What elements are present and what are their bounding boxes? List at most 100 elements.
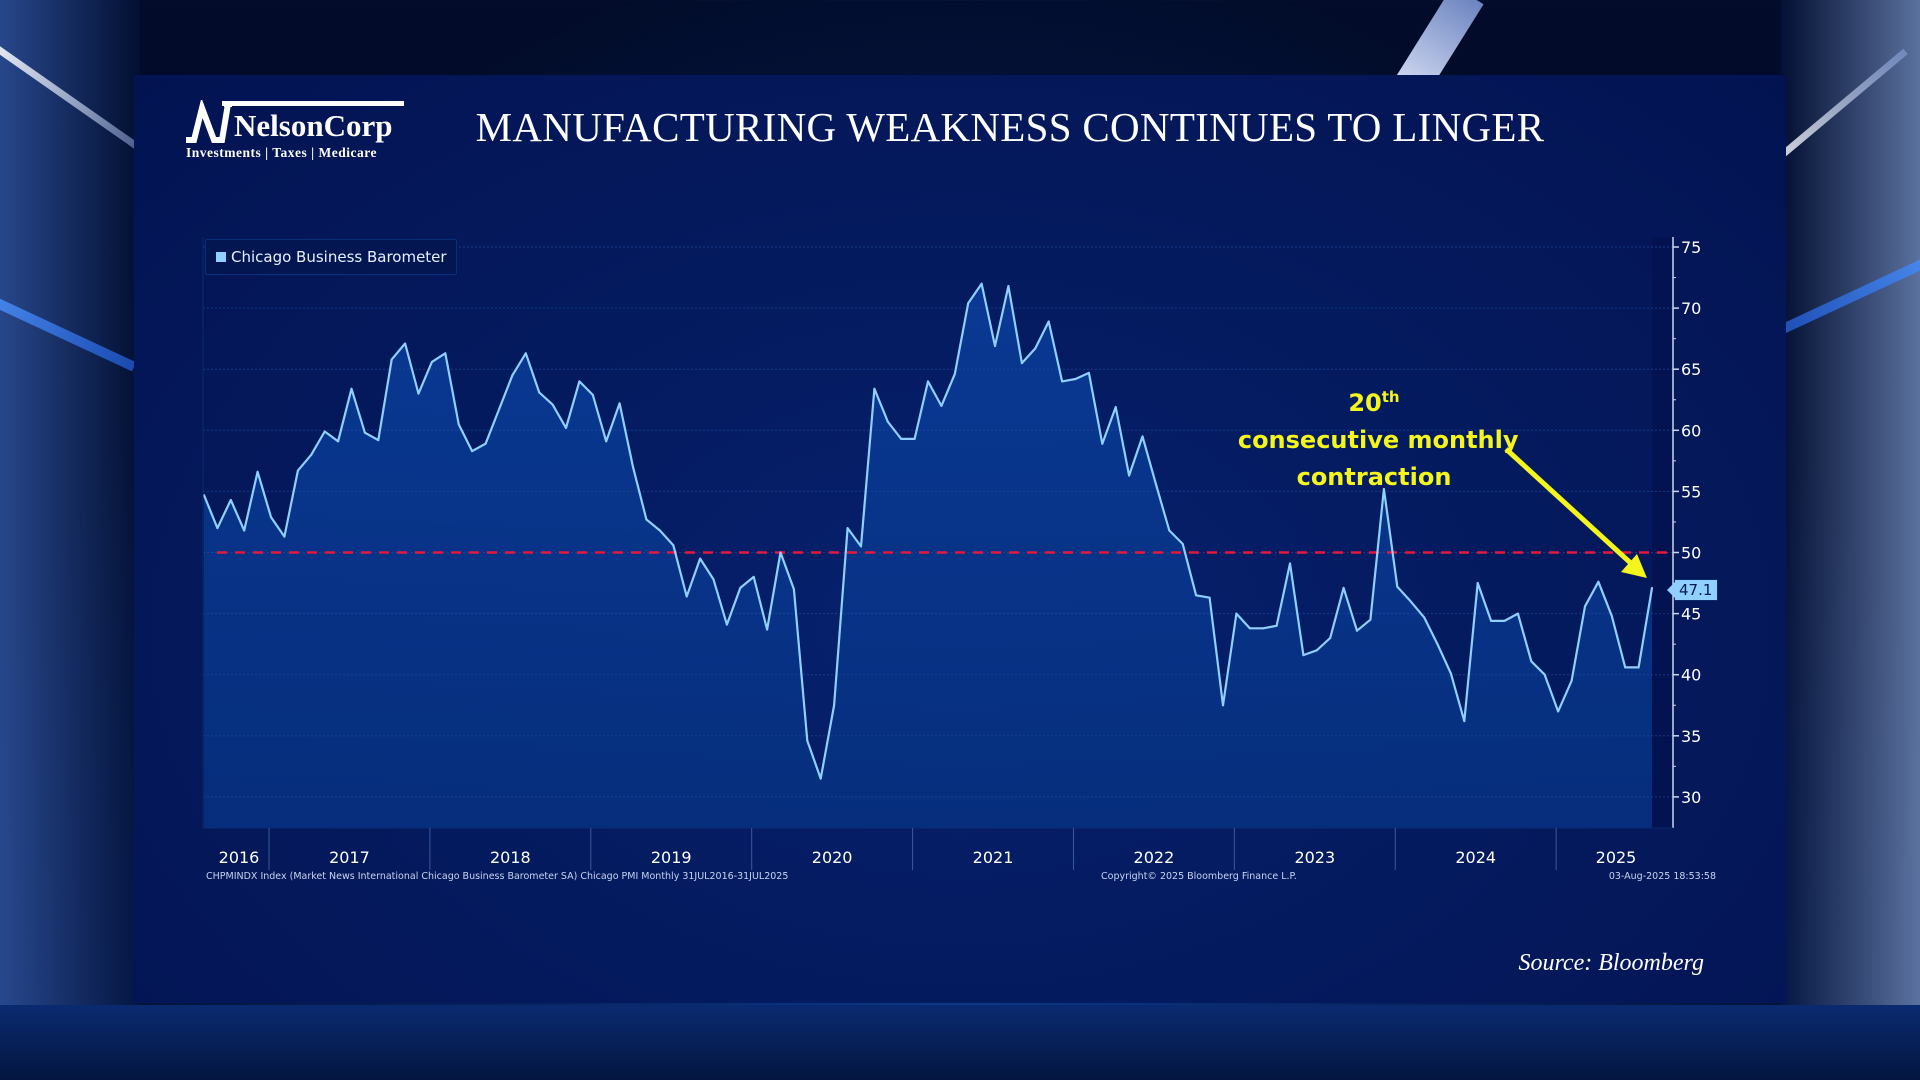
data-point — [1168, 529, 1171, 532]
data-point — [1061, 380, 1064, 383]
data-point — [1141, 435, 1144, 438]
data-point — [725, 623, 728, 626]
data-point — [283, 535, 286, 538]
legend-label: Chicago Business Barometer — [231, 248, 447, 266]
y-tick-label: 45 — [1681, 605, 1701, 624]
data-point — [1087, 371, 1090, 374]
plot-right-strip — [1652, 237, 1673, 828]
data-point — [538, 391, 541, 394]
data-point — [1557, 710, 1560, 713]
data-point — [1315, 649, 1318, 652]
data-point — [1409, 600, 1412, 603]
data-point — [940, 404, 943, 407]
data-point — [498, 408, 500, 411]
data-point — [524, 352, 527, 355]
footer-timestamp: 03-Aug-2025 18:53:58 — [1608, 871, 1716, 882]
data-point — [1007, 285, 1010, 288]
data-point — [471, 450, 474, 453]
left-glow — [0, 0, 140, 1080]
annotation-line1: consecutive monthly — [1229, 426, 1519, 454]
data-point — [1356, 629, 1358, 632]
x-tick-label: 2022 — [1134, 848, 1175, 867]
data-point — [444, 352, 447, 355]
data-point — [967, 302, 970, 305]
data-point — [1637, 666, 1640, 669]
data-point — [1463, 720, 1466, 723]
data-point — [1423, 616, 1426, 619]
data-point — [712, 578, 715, 581]
data-point — [1369, 618, 1372, 621]
data-point — [980, 282, 983, 285]
data-point — [1490, 619, 1493, 622]
data-point — [1222, 704, 1224, 707]
annotation-line2: contraction — [1296, 463, 1452, 491]
data-point — [672, 544, 675, 547]
nelsoncorp-logo: NelsonCorp Investments | Taxes | Medicar… — [184, 100, 404, 170]
data-point — [846, 527, 849, 530]
data-point — [363, 431, 366, 434]
data-point — [1342, 586, 1345, 589]
data-point — [927, 380, 929, 383]
data-point — [1302, 654, 1305, 657]
logo-bar — [222, 101, 404, 106]
data-point — [1570, 679, 1573, 682]
data-point — [1476, 582, 1479, 584]
legend-swatch — [216, 252, 226, 262]
source-note: Source: Bloomberg — [1518, 950, 1704, 976]
data-point — [739, 586, 742, 589]
data-point — [1275, 624, 1278, 627]
data-point — [618, 402, 621, 405]
data-point — [591, 393, 594, 396]
data-point — [1436, 643, 1439, 646]
data-point — [1382, 488, 1385, 490]
y-tick-label: 35 — [1681, 727, 1701, 746]
data-point — [417, 392, 420, 395]
data-point — [1248, 627, 1251, 630]
data-point — [913, 437, 916, 440]
y-tick-label: 70 — [1681, 299, 1701, 318]
data-point — [457, 423, 460, 426]
data-point — [632, 466, 634, 468]
data-point — [1034, 347, 1037, 350]
footer-index-description: CHPMINDX Index (Market News Internationa… — [206, 871, 789, 882]
data-point — [1235, 612, 1238, 615]
annotation-arrow-icon — [1504, 447, 1637, 569]
data-point — [1074, 378, 1077, 380]
x-tick-label: 2025 — [1596, 848, 1637, 867]
data-point — [1114, 406, 1117, 409]
data-point — [1208, 596, 1211, 599]
annotation-arrowhead-icon — [1621, 554, 1647, 578]
annotation-suffix: th — [1381, 388, 1400, 406]
data-point — [792, 588, 795, 591]
chart-annotation: 20th consecutive monthly contraction — [1214, 385, 1534, 496]
x-tick-label: 2017 — [329, 848, 370, 867]
data-point — [578, 380, 581, 383]
series-area — [204, 283, 1652, 828]
page-title: MANUFACTURING WEAKNESS CONTINUES TO LING… — [475, 104, 1545, 150]
data-point — [658, 529, 661, 532]
data-point — [243, 529, 246, 532]
data-point — [994, 345, 996, 347]
data-point — [953, 373, 956, 376]
x-tick-label: 2016 — [219, 848, 260, 867]
right-glow — [1780, 0, 1920, 1080]
annotation-ordinal: 20 — [1348, 389, 1382, 417]
data-point — [1530, 660, 1533, 663]
footer-copyright: Copyright© 2025 Bloomberg Finance L.P. — [1101, 871, 1297, 882]
data-point — [1597, 580, 1600, 583]
data-point — [323, 430, 326, 433]
data-point — [1101, 442, 1104, 445]
data-point — [886, 420, 889, 423]
data-point — [1289, 562, 1291, 565]
data-point — [1610, 615, 1613, 617]
data-point — [565, 426, 567, 429]
data-point — [1047, 320, 1050, 323]
data-point — [430, 360, 433, 363]
data-point — [216, 527, 219, 530]
data-point — [1543, 673, 1546, 676]
data-point — [806, 739, 809, 742]
data-point — [1449, 672, 1452, 675]
data-point — [1262, 627, 1265, 630]
data-point — [605, 440, 608, 443]
